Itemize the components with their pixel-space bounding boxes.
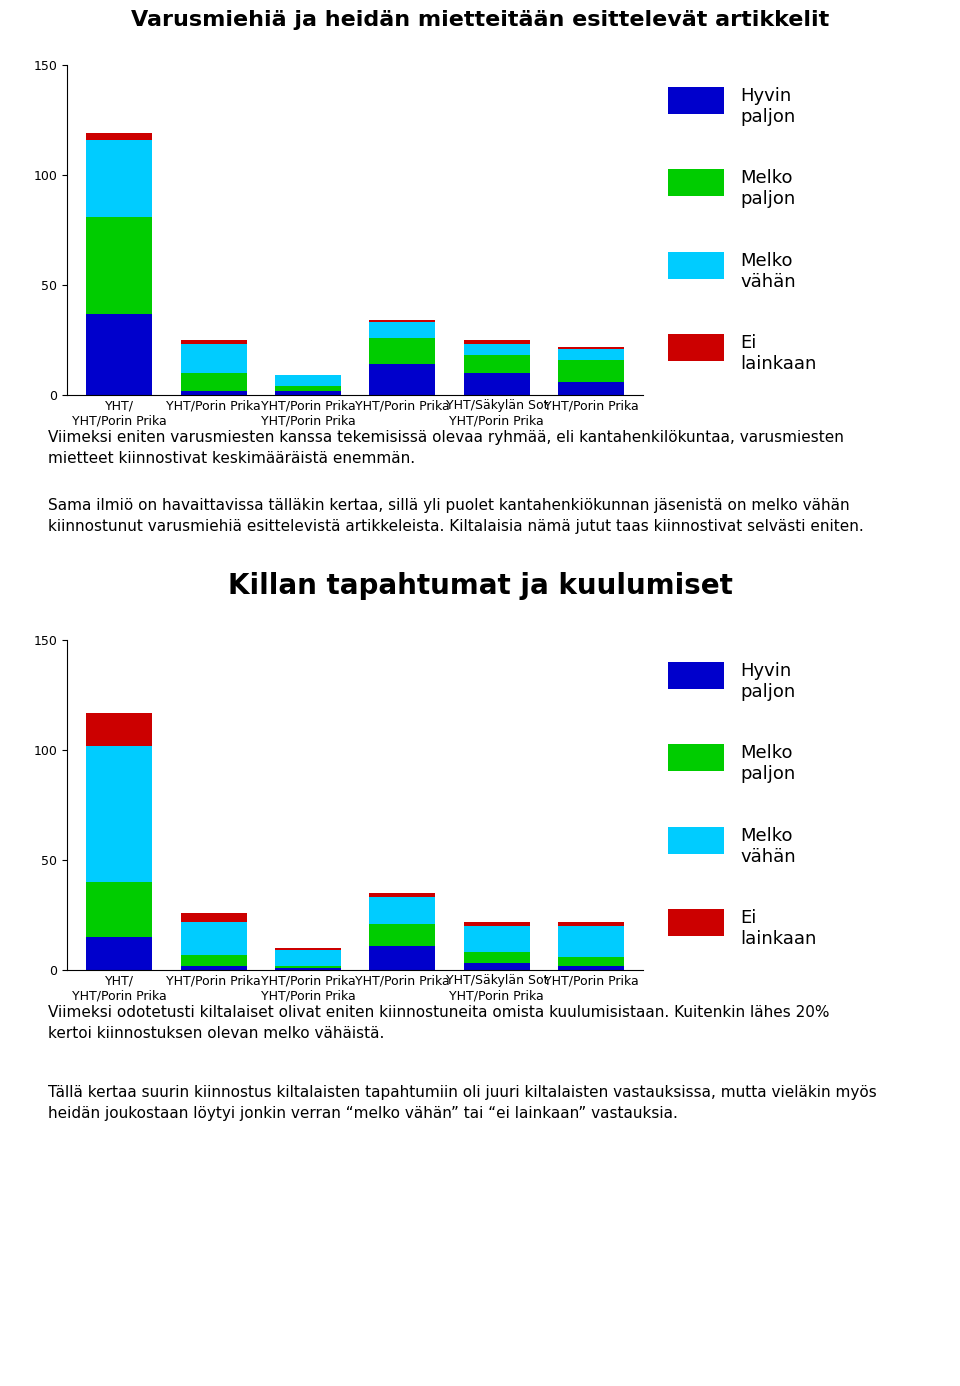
Text: Ei
lainkaan: Ei lainkaan (740, 909, 817, 948)
Text: Melko
paljon: Melko paljon (740, 744, 796, 783)
Bar (464, 922, 530, 926)
Bar (558, 360, 624, 381)
Bar (275, 391, 341, 395)
Bar (86, 133, 153, 140)
Bar (370, 893, 436, 897)
Bar (668, 744, 724, 771)
Text: Hyvin
paljon: Hyvin paljon (740, 87, 796, 126)
Text: Tällä kertaa suurin kiinnostus kiltalaisten tapahtumiin oli juuri kiltalaisten v: Tällä kertaa suurin kiinnostus kiltalais… (48, 1085, 876, 1121)
Bar (275, 966, 341, 967)
Bar (370, 897, 436, 924)
Text: Sama ilmiö on havaittavissa tälläkin kertaa, sillä yli puolet kantahenkiökunnan : Sama ilmiö on havaittavissa tälläkin ker… (48, 498, 864, 534)
Bar (558, 926, 624, 956)
Bar (180, 373, 247, 391)
Bar (370, 338, 436, 365)
Bar (86, 937, 153, 970)
Bar (464, 952, 530, 963)
Bar (370, 365, 436, 395)
Bar (464, 355, 530, 373)
Bar (86, 313, 153, 395)
Bar (180, 344, 247, 373)
Bar (275, 967, 341, 970)
Bar (668, 87, 724, 114)
Bar (558, 381, 624, 395)
Text: Melko
paljon: Melko paljon (740, 169, 796, 208)
Bar (558, 349, 624, 360)
Bar (558, 966, 624, 970)
Bar (464, 344, 530, 355)
Bar (180, 955, 247, 966)
Bar (370, 924, 436, 945)
Bar (558, 922, 624, 926)
Bar (86, 881, 153, 937)
Bar (668, 169, 724, 197)
Bar (86, 712, 153, 746)
Bar (464, 926, 530, 952)
Bar (275, 948, 341, 951)
Bar (668, 252, 724, 279)
Bar (180, 966, 247, 970)
Bar (86, 140, 153, 216)
Bar (558, 346, 624, 349)
Bar (464, 373, 530, 395)
Bar (668, 663, 724, 689)
Bar (370, 320, 436, 323)
Bar (370, 323, 436, 338)
Text: Killan tapahtumat ja kuulumiset: Killan tapahtumat ja kuulumiset (228, 572, 732, 600)
Bar (464, 340, 530, 344)
Bar (180, 391, 247, 395)
Bar (180, 340, 247, 344)
Bar (464, 963, 530, 970)
Bar (558, 956, 624, 966)
Bar (180, 913, 247, 922)
Text: Hyvin
paljon: Hyvin paljon (740, 663, 796, 701)
Bar (668, 334, 724, 362)
Text: Ei
lainkaan: Ei lainkaan (740, 334, 817, 373)
Text: Viimeksi eniten varusmiesten kanssa tekemisissä olevaa ryhmää, eli kantahenkilök: Viimeksi eniten varusmiesten kanssa teke… (48, 430, 844, 466)
Bar (275, 951, 341, 966)
Bar (668, 909, 724, 936)
Bar (180, 922, 247, 955)
Bar (86, 216, 153, 313)
Text: Melko
vähän: Melko vähän (740, 252, 796, 291)
Text: Varusmiehiä ja heidän mietteitään esittelevät artikkelit: Varusmiehiä ja heidän mietteitään esitte… (131, 10, 829, 30)
Bar (86, 746, 153, 881)
Bar (275, 387, 341, 391)
Text: Melko
vähän: Melko vähän (740, 827, 796, 866)
Text: Viimeksi odotetusti kiltalaiset olivat eniten kiinnostuneita omista kuulumisista: Viimeksi odotetusti kiltalaiset olivat e… (48, 1005, 829, 1041)
Bar (668, 827, 724, 854)
Bar (275, 376, 341, 387)
Bar (370, 945, 436, 970)
